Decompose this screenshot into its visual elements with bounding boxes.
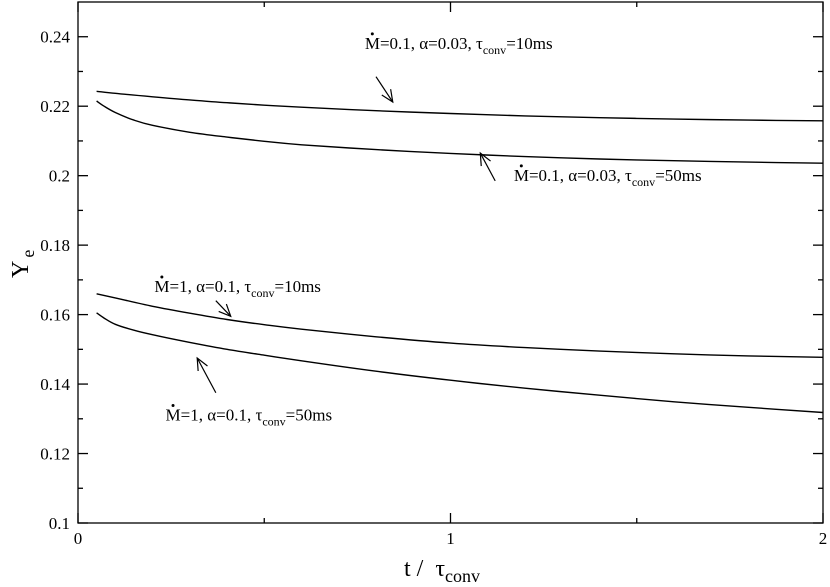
annotation-arrow [375,76,394,103]
y-tick-label: 0.1 [49,514,70,533]
series-line-1 [96,90,824,122]
plot-frame [77,1,824,524]
y-tick-label: 0.2 [49,167,70,186]
ticks: 0 1 2 0.1 0.12 0.14 0.16 0.18 0.2 0.22 0.24 [40,2,827,548]
series-line-3 [96,293,824,358]
annotation-arrowhead [381,89,394,104]
annotation-4: M=1, α=0.1, τconv=50ms [166,356,333,429]
x-tick-label: 0 [74,529,83,548]
annotation-label: M=0.1, α=0.03, τconv=10ms [365,34,553,57]
series-line-2 [96,100,824,164]
y-tick-label: 0.12 [40,445,70,464]
annotation-3: M=1, α=0.1, τconv=10ms [154,275,321,318]
annotation-arrowhead [218,303,232,318]
annotation-label: M=0.1, α=0.03, τconv=50ms [514,166,702,189]
annotation-1: M=0.1, α=0.03, τconv=10ms [365,32,553,104]
x-axis-title: t / τconv [404,556,480,586]
annotation-label: M=1, α=0.1, τconv=10ms [154,277,321,300]
y-tick-label: 0.14 [40,375,70,394]
annotations: M=0.1, α=0.03, τconv=10ms M=0.1, α=0.03, … [154,32,702,429]
annotation-2: M=0.1, α=0.03, τconv=50ms [479,151,702,189]
y-tick-label: 0.22 [40,97,70,116]
mdot-dot [171,404,175,408]
annotation-arrowhead [479,151,491,167]
annotation-label: M=1, α=0.1, τconv=50ms [166,406,333,429]
mdot-dot [370,32,374,36]
y-tick-label: 0.18 [40,236,70,255]
series-line-4 [96,312,824,414]
y-axis-title: Ye [8,250,38,278]
annotation-arrow [215,300,232,317]
mdot-dot [519,164,523,168]
mdot-dot [160,275,164,279]
y-tick-label: 0.24 [40,28,70,47]
x-tick-label: 2 [819,529,828,548]
annotation-arrow [479,152,496,182]
y-tick-label: 0.16 [40,306,70,325]
x-tick-label: 1 [446,529,455,548]
annotation-arrowhead [196,356,208,372]
series-lines [96,90,824,414]
annotation-arrow [196,357,217,394]
